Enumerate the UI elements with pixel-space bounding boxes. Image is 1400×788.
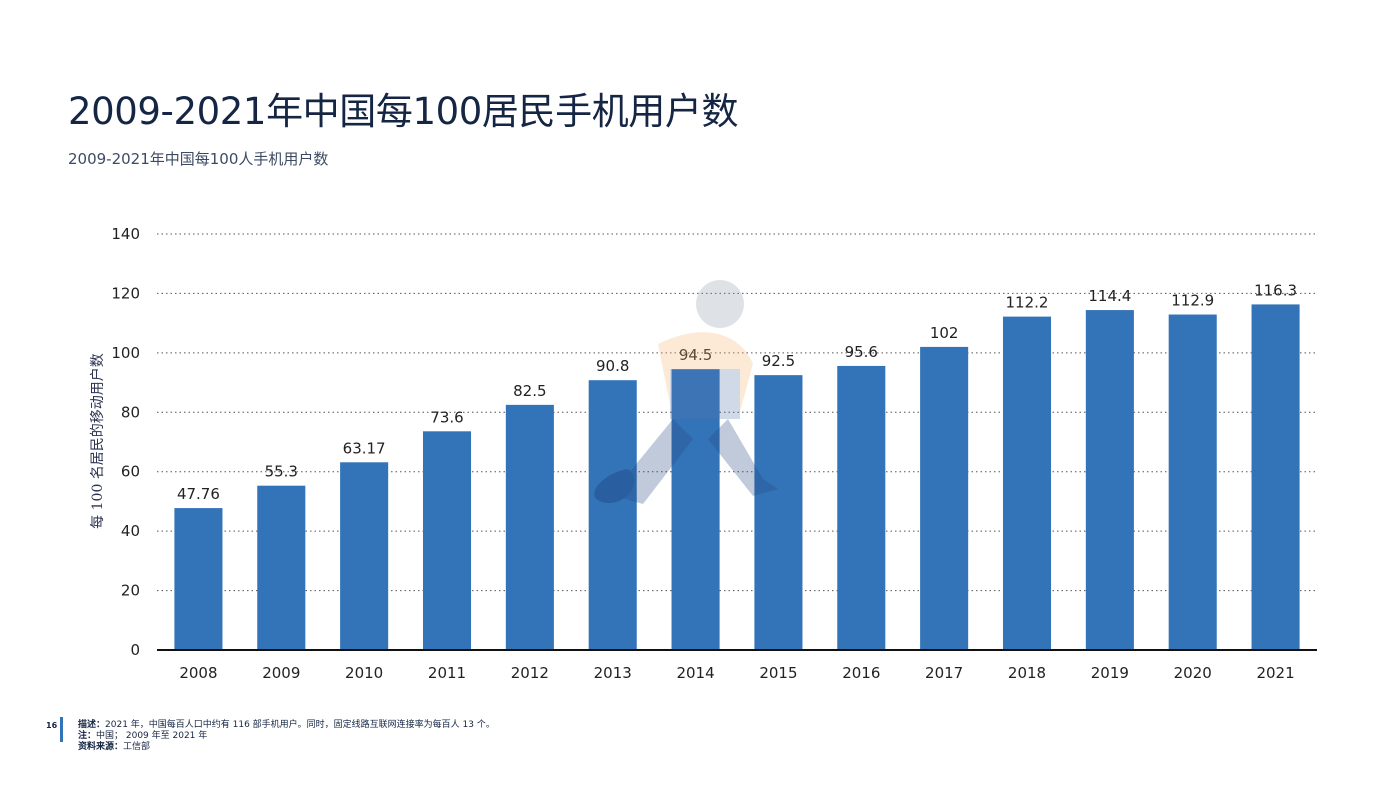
- y-tick-label: 120: [111, 284, 140, 302]
- x-tick-label-2014: 2014: [676, 664, 714, 682]
- y-tick-label: 0: [130, 641, 140, 659]
- data-label-2015: 92.5: [762, 352, 795, 370]
- note-line: 注：中国； 2009 年至 2021 年: [78, 731, 495, 742]
- description-line: 描述：2021 年，中国每百人口中约有 116 部手机用户。同时，固定线路互联网…: [78, 720, 495, 731]
- x-tick-label-2013: 2013: [594, 664, 632, 682]
- data-label-2012: 82.5: [513, 382, 546, 400]
- bar-2017: [920, 346, 969, 650]
- y-tick-label: 60: [121, 463, 140, 481]
- bars-layer: [174, 304, 1300, 650]
- data-label-2014: 94.5: [679, 346, 712, 364]
- data-label-2013: 90.8: [596, 357, 629, 375]
- x-tick-label-2012: 2012: [511, 664, 549, 682]
- bar-2021: [1251, 304, 1300, 650]
- data-label-2016: 95.6: [845, 343, 878, 361]
- bar-2012: [505, 404, 554, 650]
- x-tick-label-2019: 2019: [1091, 664, 1129, 682]
- bar-2015: [754, 375, 803, 650]
- bar-2013: [588, 380, 637, 650]
- x-tick-label-2018: 2018: [1008, 664, 1046, 682]
- labels-layer: 47.76 55.3 63.17 73.6 82.5 90.8 94.5 92.5 95.6 10…: [177, 281, 1297, 503]
- y-axis-label: 每 100 名居民的移动用户数: [89, 353, 106, 529]
- page-accent-bar: [60, 717, 63, 742]
- description-label: 描述：: [78, 720, 106, 730]
- source-label: 资料来源：: [78, 742, 124, 752]
- bar-2019: [1085, 310, 1134, 650]
- bar-2009: [257, 485, 306, 650]
- x-tick-label-2017: 2017: [925, 664, 963, 682]
- source-line: 资料来源：工信部: [78, 742, 495, 753]
- bar-2020: [1168, 314, 1217, 650]
- y-tick-label: 100: [111, 344, 140, 362]
- data-label-2020: 112.9: [1171, 292, 1214, 310]
- note-text: 中国； 2009 年至 2021 年: [96, 731, 208, 741]
- x-tick-label-2020: 2020: [1174, 664, 1212, 682]
- bar-2011: [422, 431, 472, 650]
- x-tick-label-2009: 2009: [262, 664, 300, 682]
- description-text: 2021 年，中国每百人口中约有 116 部手机用户。同时，固定线路互联网连接率…: [105, 720, 495, 730]
- data-label-2010: 63.17: [343, 439, 386, 457]
- data-label-2021: 116.3: [1254, 281, 1297, 299]
- x-tick-label-2015: 2015: [759, 664, 797, 682]
- y-tick-label: 40: [121, 522, 140, 540]
- grid-layer: [157, 233, 1317, 592]
- x-tick-label-2011: 2011: [428, 664, 466, 682]
- x-tick-label-2021: 2021: [1256, 664, 1294, 682]
- bar-2010: [340, 462, 389, 650]
- y-tick-label: 20: [121, 582, 140, 600]
- data-label-2018: 112.2: [1006, 294, 1049, 312]
- x-tick-label-2008: 2008: [179, 664, 217, 682]
- data-label-2011: 73.6: [430, 408, 463, 426]
- bar-2018: [1002, 316, 1052, 650]
- data-label-2009: 55.3: [265, 463, 298, 481]
- note-label: 注：: [78, 731, 97, 741]
- axis-layer: 0 20 40 60 80 100 120 140 2008 2009 2010 2011 2012 20…: [111, 225, 1317, 682]
- footer-notes: 描述：2021 年，中国每百人口中约有 116 部手机用户。同时，固定线路互联网…: [78, 720, 495, 753]
- data-label-2019: 114.4: [1088, 287, 1131, 305]
- y-tick-label: 80: [121, 403, 140, 421]
- page-title: 2009-2021年中国每100居民手机用户数: [68, 90, 739, 133]
- x-tick-label-2016: 2016: [842, 664, 880, 682]
- data-label-2008: 47.76: [177, 485, 220, 503]
- page-subtitle: 2009-2021年中国每100人手机用户数: [68, 150, 329, 168]
- y-tick-label: 140: [111, 225, 140, 243]
- page-number: 16: [46, 721, 58, 730]
- x-tick-label-2010: 2010: [345, 664, 383, 682]
- bar-2016: [837, 365, 886, 650]
- bar-2014: [671, 369, 720, 650]
- data-label-2017: 102: [930, 324, 959, 342]
- source-text: 工信部: [123, 742, 151, 752]
- bar-2008: [174, 508, 223, 650]
